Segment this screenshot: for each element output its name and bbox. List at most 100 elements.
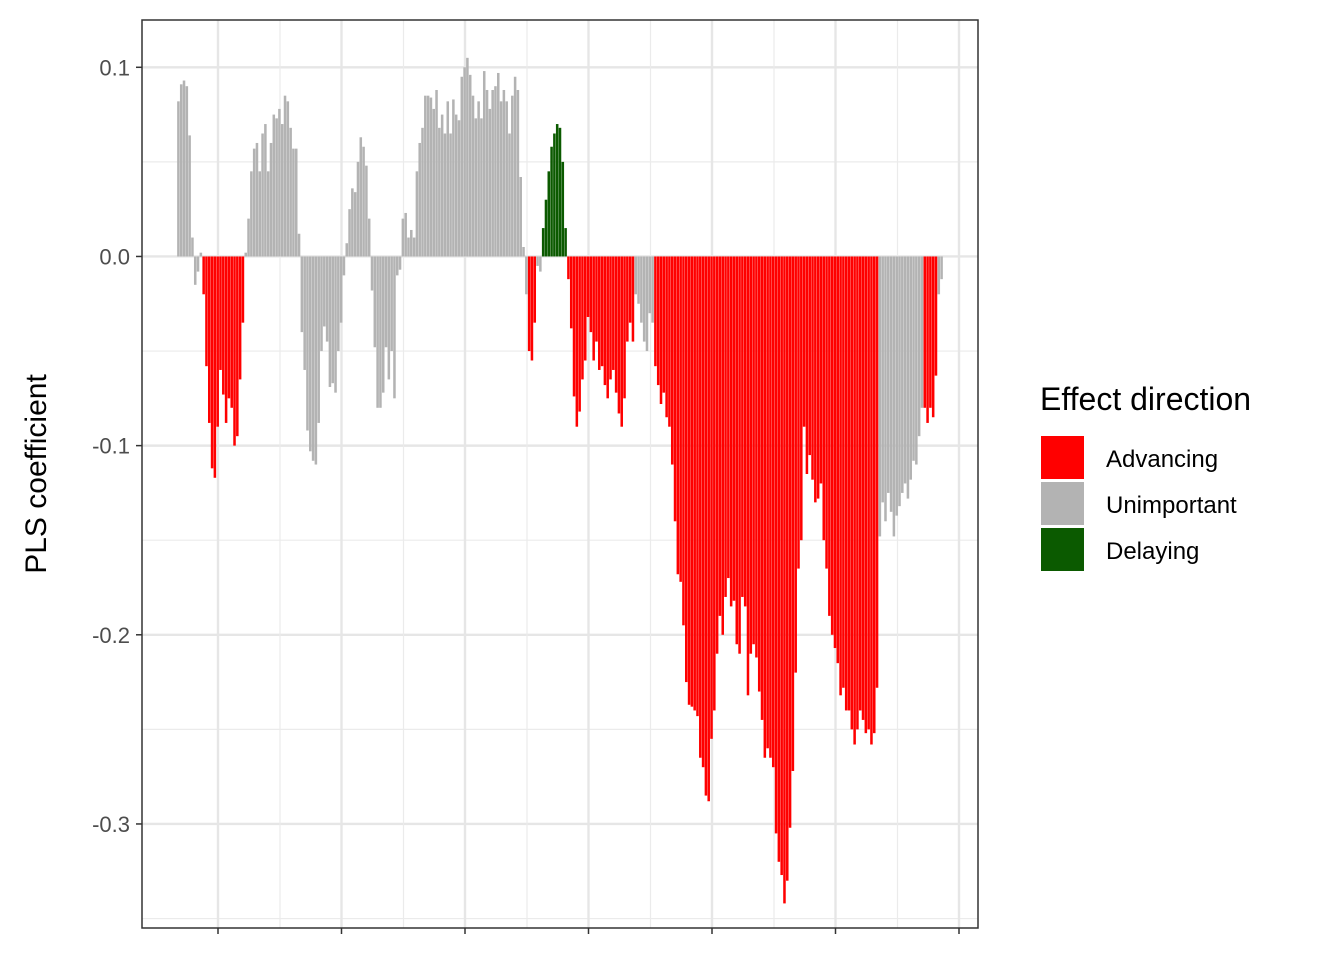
bar (606, 256, 609, 399)
bar (272, 114, 276, 257)
bar (306, 256, 309, 431)
bar (421, 127, 424, 257)
bar (508, 133, 511, 257)
bar (668, 256, 671, 427)
bar (482, 71, 486, 257)
bar (452, 99, 455, 257)
bar (356, 161, 360, 257)
y-tick-label: -0.3 (92, 812, 130, 837)
bar (595, 256, 598, 342)
bar (208, 256, 211, 423)
bar (224, 256, 228, 423)
bar (328, 256, 332, 387)
bar (808, 256, 811, 456)
bar (676, 256, 680, 575)
bar (724, 256, 727, 597)
bar (407, 237, 410, 257)
bar (258, 171, 262, 257)
bar (645, 256, 649, 352)
bar (853, 256, 856, 745)
bar (915, 256, 918, 465)
bar (331, 256, 334, 384)
bar (325, 256, 329, 342)
bar (800, 256, 803, 541)
bar (769, 256, 772, 758)
bar (569, 256, 573, 329)
legend: Effect direction Advancing Unimportant Del… (1040, 381, 1251, 571)
bar (216, 256, 219, 427)
bar (438, 127, 441, 257)
bar (530, 256, 534, 361)
bar (182, 80, 186, 257)
bar (828, 256, 831, 616)
bar (732, 256, 736, 601)
bar (376, 256, 379, 408)
bar (494, 86, 497, 257)
bar (491, 89, 494, 257)
bar (847, 256, 851, 711)
bar (280, 124, 284, 257)
bar (833, 256, 837, 649)
bar (937, 256, 941, 295)
bar (457, 120, 461, 257)
bar (575, 256, 579, 427)
bar (656, 256, 660, 386)
bar (592, 256, 595, 361)
bar (410, 229, 413, 257)
bar (446, 101, 450, 257)
bar (940, 256, 943, 280)
bar (685, 256, 688, 683)
bar (367, 218, 371, 257)
bar (727, 256, 730, 579)
bar (673, 256, 677, 522)
bar (199, 252, 203, 257)
y-axis-ticks: 0.1 0.0 -0.1 -0.2 -0.3 (92, 55, 142, 837)
bar (241, 256, 245, 323)
bar (269, 142, 273, 257)
bar (931, 256, 935, 418)
bar (480, 118, 483, 257)
bar (581, 256, 584, 380)
bar (729, 256, 733, 607)
bar (511, 95, 514, 257)
bar (339, 256, 343, 323)
bar (589, 256, 593, 333)
bar (384, 256, 388, 348)
bar (390, 256, 393, 352)
bar (196, 256, 200, 272)
bar (816, 256, 820, 499)
bar (690, 256, 694, 707)
bar (286, 101, 290, 257)
bar (715, 256, 719, 654)
bar (516, 89, 520, 257)
bar (387, 256, 391, 380)
bar (555, 124, 559, 257)
bar (525, 256, 528, 295)
bar (620, 256, 623, 427)
bar (856, 256, 859, 730)
bar (342, 256, 346, 276)
bar (884, 256, 887, 522)
bar (749, 256, 753, 654)
bar (923, 256, 927, 408)
bar (359, 137, 363, 257)
bar (547, 171, 551, 257)
bar (247, 218, 250, 257)
bar (188, 135, 191, 257)
bar (598, 256, 601, 370)
bar (912, 256, 915, 461)
bar (177, 101, 180, 257)
legend-label-unimportant: Unimportant (1106, 492, 1237, 519)
bar (875, 256, 879, 688)
bar (454, 114, 458, 257)
bar (488, 108, 492, 257)
bar (440, 114, 444, 257)
bar (603, 256, 607, 386)
bar (443, 133, 447, 257)
bar (477, 101, 480, 257)
bar (404, 212, 407, 257)
bar (623, 256, 626, 399)
bar (213, 256, 217, 478)
bar (771, 256, 775, 768)
